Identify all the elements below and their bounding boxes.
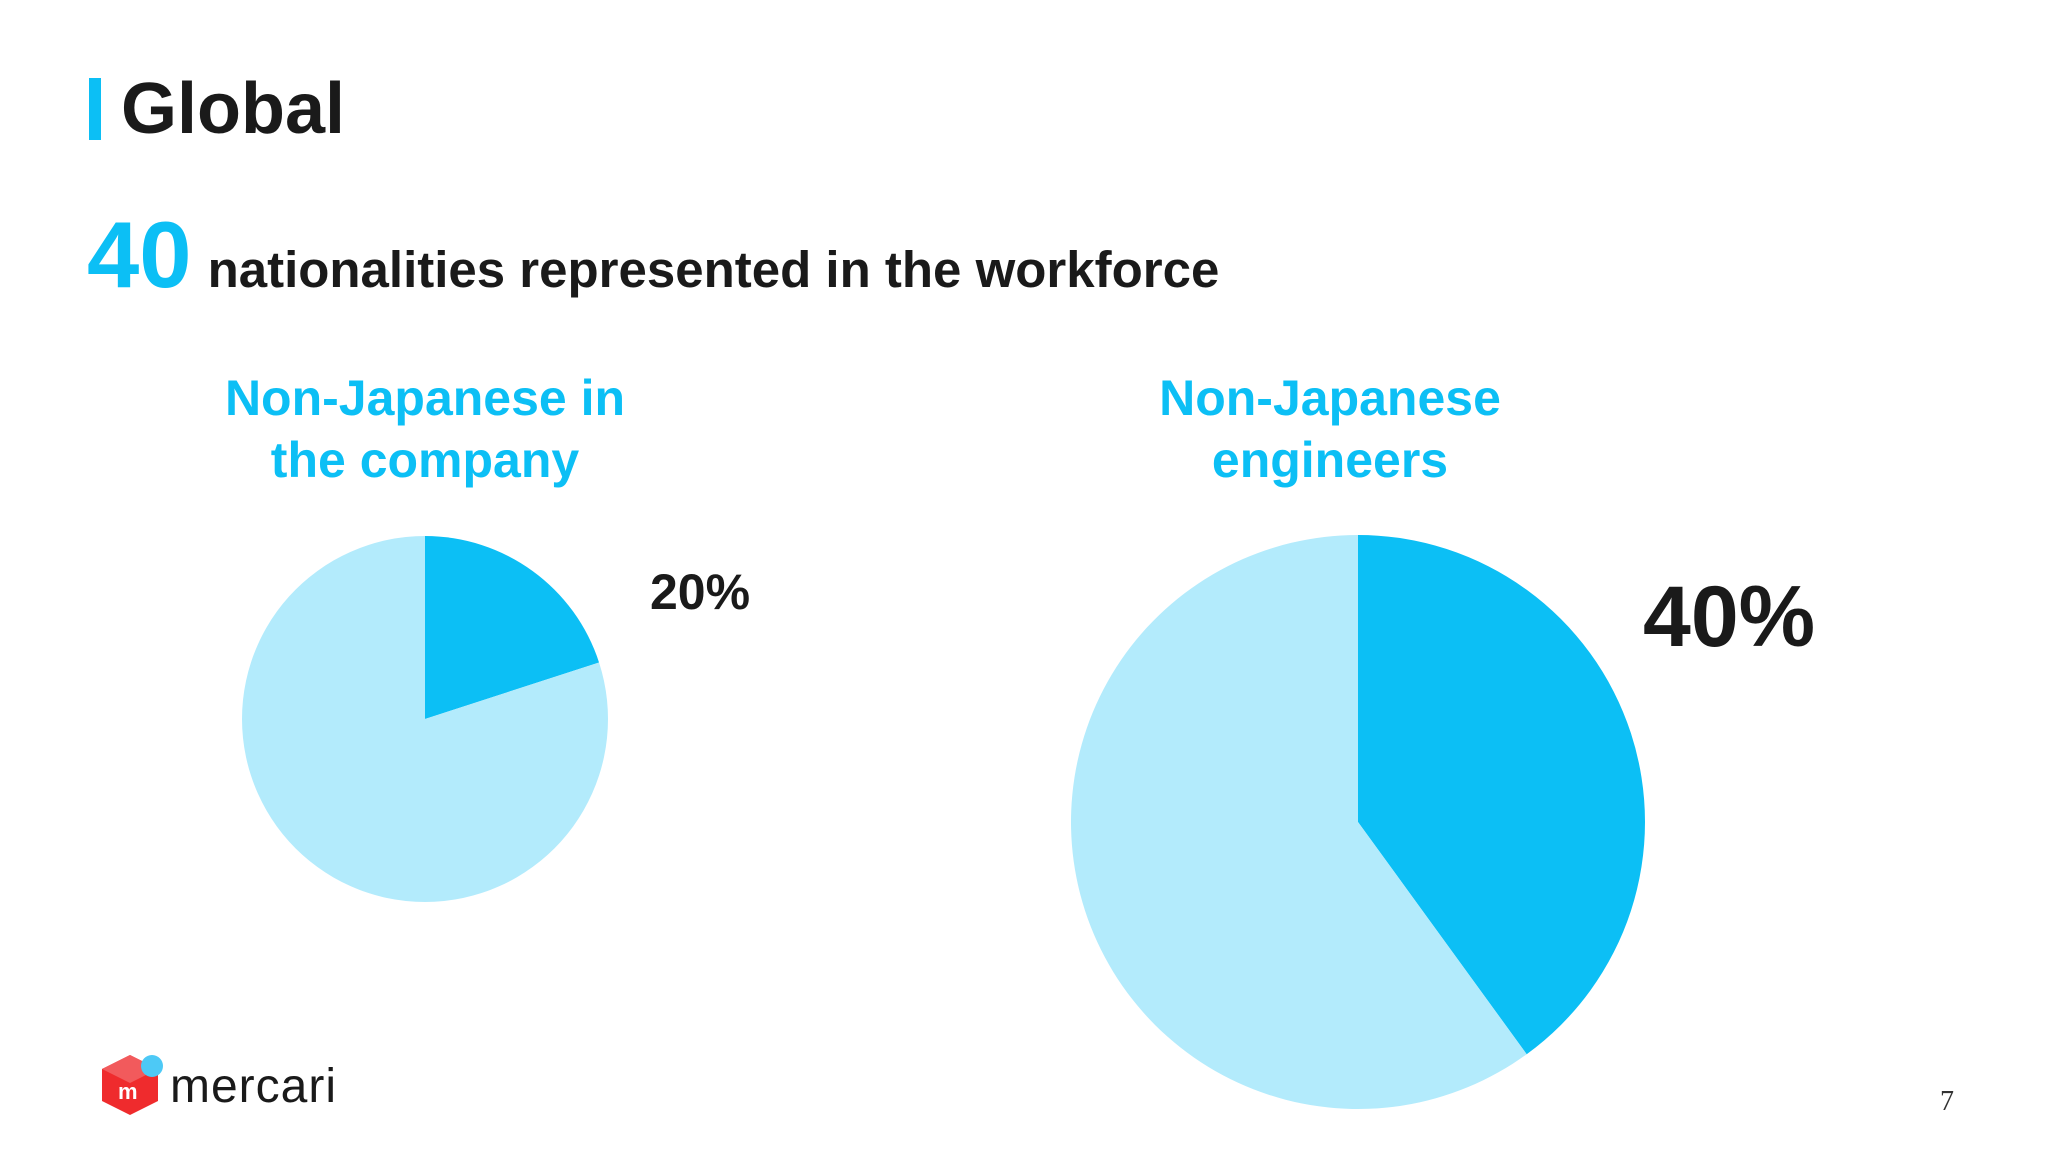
logo-dot bbox=[141, 1055, 163, 1077]
pie-label-engineers: 40% bbox=[1643, 569, 1816, 665]
title-accent-bar bbox=[89, 78, 101, 140]
slide-title: Global bbox=[121, 69, 346, 149]
pie-2-slice-2 bbox=[1070, 535, 1527, 1109]
logo-m: m bbox=[118, 1079, 138, 1104]
pie-2-slice-1 bbox=[1358, 535, 1645, 1055]
pie-1-slice-1 bbox=[425, 536, 600, 719]
mercari-box-logo-icon: m bbox=[102, 1055, 163, 1115]
logo-text: mercari bbox=[170, 1060, 338, 1113]
pie-label-company: 20% bbox=[650, 564, 751, 620]
pie-1-slice-2 bbox=[242, 536, 609, 902]
pie-title-line: Non-Japanese in bbox=[224, 370, 626, 426]
pie-title-engineers: Non-Japanese engineers bbox=[1090, 367, 1570, 491]
pie-title-line: Non-Japanese bbox=[1159, 370, 1501, 426]
pie-title-company: Non-Japanese in the company bbox=[160, 367, 690, 491]
pie-title-line: engineers bbox=[1211, 432, 1449, 488]
headline-text: nationalities represented in the workfor… bbox=[207, 241, 1220, 298]
headline: 40 nationalities represented in the workf… bbox=[87, 205, 1219, 305]
page-number: 7 bbox=[1940, 1086, 1954, 1117]
pie-title-line: the company bbox=[270, 432, 580, 488]
headline-number: 40 bbox=[87, 202, 192, 307]
